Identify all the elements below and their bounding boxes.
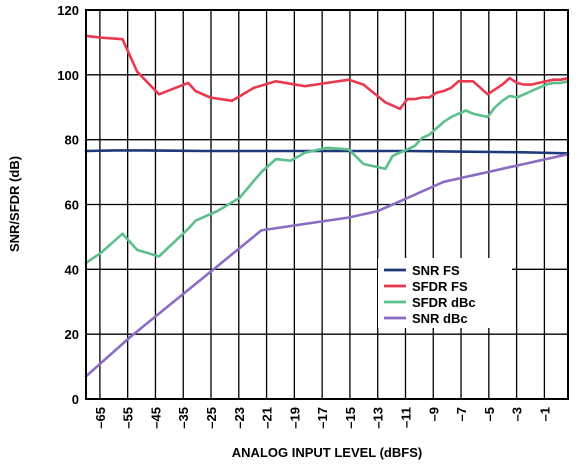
x-tick-label: –55 (121, 407, 136, 429)
x-tick-label: –5 (482, 407, 497, 421)
x-tick-label: –23 (232, 407, 247, 429)
series-line-sfdr-dbc (84, 80, 570, 265)
grid-lines (86, 9, 568, 400)
x-tick-label: –3 (510, 407, 525, 421)
x-axis-label: ANALOG INPUT LEVEL (dBFS) (232, 445, 422, 460)
legend-label: SFDR FS (412, 279, 468, 294)
x-tick-label: –21 (260, 407, 275, 429)
y-tick-label: 80 (65, 133, 79, 148)
y-tick-label: 120 (57, 3, 79, 18)
x-tick-label: –15 (343, 407, 358, 429)
x-tick-label: –19 (287, 407, 302, 429)
x-tick-label: –17 (315, 407, 330, 429)
x-tick-label: –65 (93, 407, 108, 429)
y-tick-label: 60 (65, 198, 79, 213)
x-tick-label: –9 (426, 407, 441, 421)
series-lines (84, 34, 570, 378)
y-axis-label: SNR/SFDR (dB) (7, 156, 22, 252)
series-line-sfdr-fs (84, 34, 570, 111)
legend-label: SFDR dBc (412, 295, 476, 310)
series-line-snr-fs (84, 149, 570, 155)
x-tick-label: –1 (537, 407, 552, 421)
series-line-snr-dbc (84, 153, 570, 378)
x-tick-labels: –65 –55 –45 –35 –25 –23 –21 –19 –17 –15 –13 –11 –9 –7… (93, 407, 552, 429)
x-tick-label: –35 (176, 407, 191, 429)
x-tick-label: –7 (454, 407, 469, 421)
y-tick-label: 40 (65, 262, 79, 277)
legend-label: SNR FS (412, 263, 460, 278)
legend-label: SNR dBc (412, 311, 468, 326)
x-tick-label: –13 (371, 407, 386, 429)
x-tick-label: –25 (204, 407, 219, 429)
y-tick-label: 20 (65, 327, 79, 342)
y-tick-labels: 0 20 40 60 80 100 120 (57, 3, 79, 407)
x-tick-label: –11 (398, 407, 413, 428)
plot-frame (85, 9, 569, 400)
y-tick-label: 100 (57, 68, 79, 83)
x-tick-label: –45 (148, 407, 163, 429)
y-tick-label: 0 (72, 392, 79, 407)
